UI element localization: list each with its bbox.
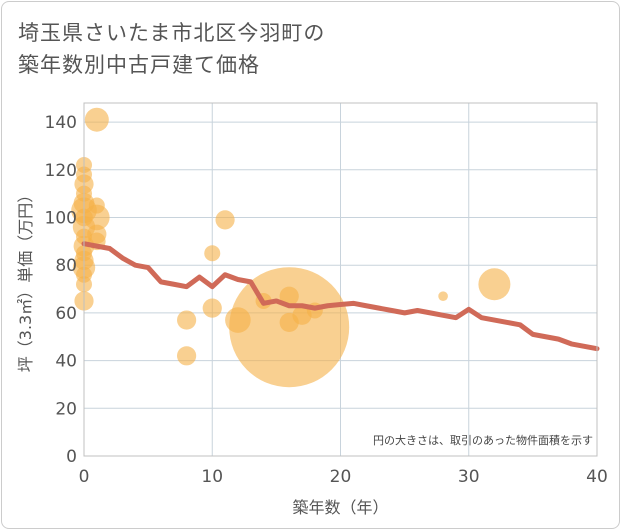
plot-frame bbox=[83, 102, 598, 457]
chart-title-line2: 築年数別中古戸建て価格 bbox=[18, 53, 260, 77]
data-bubble bbox=[204, 245, 221, 262]
size-note: 円の大きさは、取引のあった物件面積を示す bbox=[373, 433, 593, 447]
trend-line bbox=[81, 241, 600, 352]
x-tick-label: 0 bbox=[79, 467, 90, 487]
y-tick-label: 60 bbox=[55, 304, 77, 324]
bubble-layer bbox=[71, 107, 511, 388]
data-bubble bbox=[279, 286, 299, 306]
x-tick-label: 20 bbox=[330, 467, 352, 487]
tick-labels: 0 10 20 30 40 0 20 40 60 80 100 120 140 bbox=[45, 113, 608, 487]
data-bubble bbox=[292, 305, 312, 325]
x-axis-title: 築年数（年） bbox=[292, 498, 388, 517]
y-axis-title: 坪（3.3㎡）単価（万円） bbox=[16, 187, 35, 372]
x-tick-label: 30 bbox=[458, 467, 480, 487]
data-bubble bbox=[478, 268, 511, 301]
y-tick-label: 120 bbox=[45, 161, 77, 181]
y-tick-label: 0 bbox=[66, 447, 77, 467]
x-tick-label: 40 bbox=[586, 467, 608, 487]
y-tick-label: 20 bbox=[55, 399, 77, 419]
chart-title-line1: 埼玉県さいたま市北区今羽町の bbox=[18, 21, 326, 45]
y-tick-label: 80 bbox=[55, 256, 77, 276]
data-bubble bbox=[177, 310, 197, 330]
data-bubble bbox=[84, 204, 110, 231]
y-tick-label: 40 bbox=[55, 352, 77, 372]
y-tick-label: 100 bbox=[45, 208, 77, 228]
y-tick-label: 140 bbox=[45, 113, 77, 133]
data-bubble bbox=[177, 346, 197, 366]
data-bubble bbox=[84, 107, 109, 132]
chart-title: 埼玉県さいたま市北区今羽町の 築年数別中古戸建て価格 bbox=[18, 17, 325, 81]
data-bubble bbox=[215, 210, 235, 230]
trend-line-layer bbox=[81, 241, 600, 352]
data-bubble bbox=[202, 298, 222, 318]
data-bubble bbox=[438, 291, 448, 301]
x-tick-label: 10 bbox=[201, 467, 223, 487]
